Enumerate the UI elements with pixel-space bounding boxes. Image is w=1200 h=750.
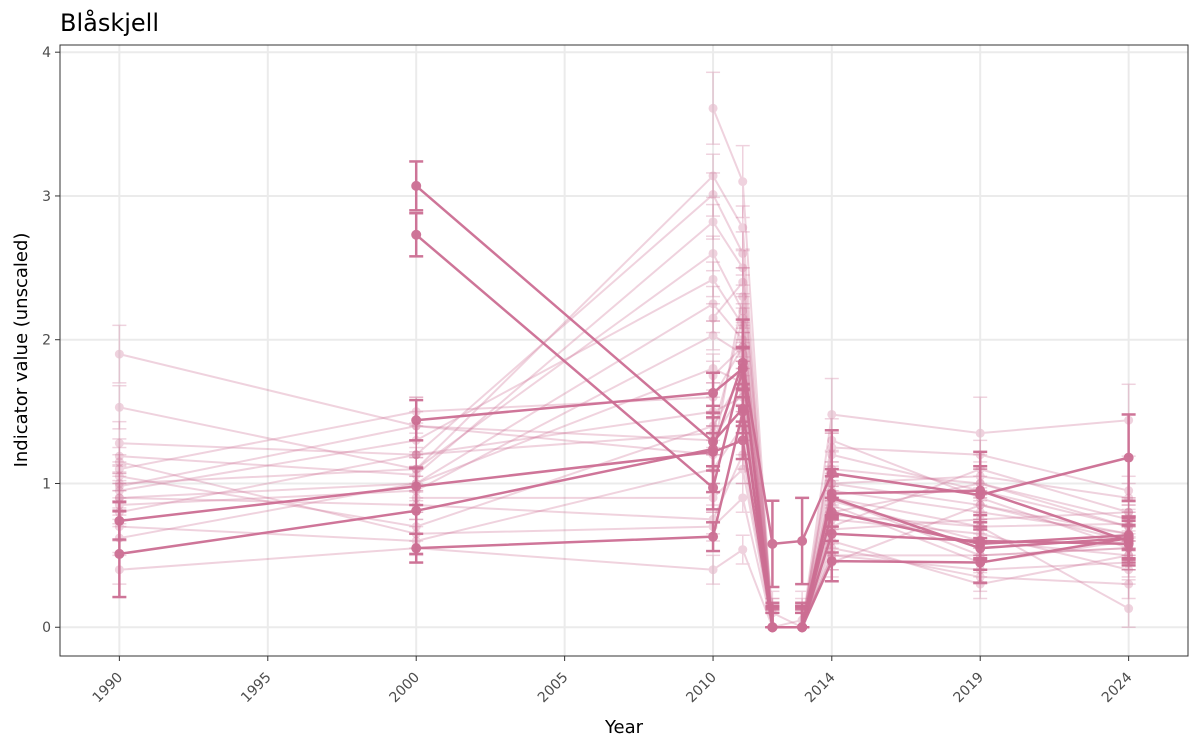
data-point [975,538,986,549]
data-point [411,415,422,426]
y-tick-label: 2 [42,333,51,349]
data-point [737,363,748,374]
data-point [411,543,422,554]
data-point [738,306,748,316]
data-point [708,299,718,309]
x-tick-label: 1995 [238,670,275,707]
x-tick-label: 2000 [387,670,424,707]
data-point [708,190,718,200]
data-point [114,402,124,412]
data-point [114,493,124,503]
data-point [114,349,124,359]
data-point [797,535,808,546]
data-point [708,565,718,575]
plot-border [59,44,1189,657]
data-point [975,489,986,500]
data-point [975,557,986,568]
x-tick-label: 2019 [951,670,988,707]
data-point [708,103,718,113]
data-point [114,451,124,461]
series-line [416,411,1129,629]
data-point [738,292,748,302]
data-point [411,450,421,460]
x-tick-label: 1990 [90,670,127,707]
data-point [1124,604,1134,614]
data-point [708,531,719,542]
data-point [797,622,808,633]
x-tick-label: 2024 [1099,669,1136,706]
x-tick-label: 2005 [535,670,572,707]
data-point [826,507,837,518]
data-point [1124,507,1134,517]
series-line [712,279,1129,629]
data-point [738,493,748,503]
data-point [708,171,718,181]
chart-title: Blåskjell [60,8,159,37]
data-point [738,263,748,273]
data-point [708,363,718,373]
data-point [767,622,778,633]
data-point [826,528,837,539]
data-point [1124,579,1134,589]
y-tick-label: 0 [42,620,51,636]
data-point [708,248,718,258]
y-tick-label: 1 [42,476,51,492]
data-point [826,556,837,567]
data-point [1124,565,1134,575]
series-s6 [409,395,1136,633]
data-point [1123,530,1134,541]
data-point [767,538,778,549]
data-point [738,223,748,233]
y-axis-label: Indicator value (unscaled) [11,233,32,468]
data-point [738,277,748,287]
data-point [411,505,422,516]
data-point [411,450,421,460]
data-point [114,478,124,488]
data-point [975,428,985,438]
data-point [411,450,421,460]
data-point [827,409,837,419]
x-axis-label: Year [604,717,644,738]
data-point [708,274,718,284]
data-point [738,248,748,258]
data-point [114,493,124,503]
y-tick-label: 4 [42,45,51,61]
data-point [114,464,124,474]
data-point [708,313,718,323]
data-point [114,481,124,491]
data-point [114,548,125,559]
data-point [411,180,422,191]
data-point [1124,507,1134,517]
series-group [112,71,1136,633]
data-point [708,330,718,340]
data-point [1123,452,1134,463]
data-point [708,217,718,227]
data-point [738,464,748,474]
data-point [114,457,124,467]
data-point [737,406,748,417]
x-tick-label: 2014 [802,669,839,706]
data-point [114,471,124,481]
y-tick-label: 3 [42,189,51,205]
data-point [114,486,124,496]
data-point [738,545,748,555]
data-point [708,387,719,398]
data-point [708,443,719,454]
data-point [738,177,748,187]
data-point [411,229,422,240]
data-point [114,438,124,448]
data-point [826,468,837,479]
gridlines [60,45,1188,656]
x-tick-label: 2010 [683,670,720,707]
